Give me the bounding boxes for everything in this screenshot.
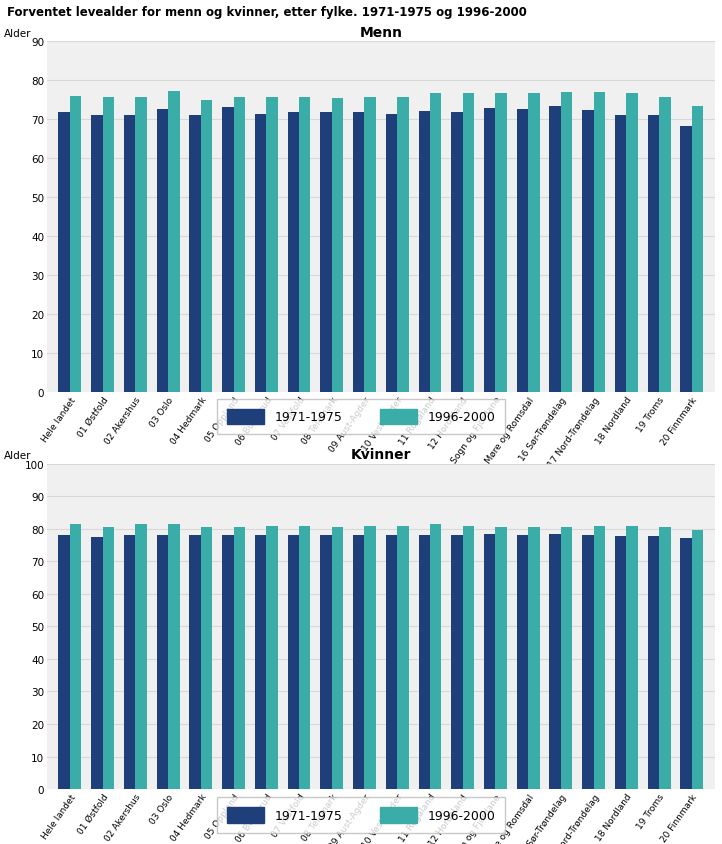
Bar [70, 97, 82, 392]
Bar [615, 536, 627, 789]
Bar [680, 127, 692, 392]
Bar [168, 525, 180, 789]
Bar [287, 112, 299, 392]
Bar [124, 116, 135, 392]
Bar [529, 94, 539, 392]
Bar [255, 536, 266, 789]
Bar [484, 109, 495, 392]
Bar [266, 527, 278, 789]
Bar [299, 98, 310, 392]
Bar [495, 527, 507, 789]
Bar [233, 527, 245, 789]
Bar [593, 527, 605, 789]
Text: Alder: Alder [4, 451, 31, 461]
Bar [103, 98, 114, 392]
Bar [529, 527, 539, 789]
Bar [91, 538, 103, 789]
Bar [648, 116, 659, 392]
Bar [659, 527, 671, 789]
Bar [397, 98, 409, 392]
Bar [463, 526, 474, 789]
Bar [517, 110, 529, 392]
Bar [189, 116, 201, 392]
Bar [419, 112, 430, 392]
Bar [484, 535, 495, 789]
Bar [255, 115, 266, 392]
Bar [451, 536, 463, 789]
Bar [463, 95, 474, 392]
Bar [419, 535, 430, 789]
Bar [659, 97, 671, 392]
Bar [201, 528, 212, 789]
Bar [91, 116, 103, 392]
Bar [430, 94, 441, 392]
Bar [233, 98, 245, 392]
Bar [321, 535, 331, 789]
Bar [58, 536, 70, 789]
Bar [287, 535, 299, 789]
Bar [582, 535, 593, 789]
Text: Forventet levealder for menn og kvinner, etter fylke. 1971-1975 og 1996-2000: Forventet levealder for menn og kvinner,… [7, 6, 527, 19]
Bar [353, 535, 365, 789]
Bar [692, 107, 703, 392]
Bar [648, 536, 659, 789]
Bar [517, 535, 529, 789]
Bar [593, 92, 605, 392]
Bar [627, 94, 638, 392]
Bar [58, 112, 70, 392]
Legend: 1971-1975, 1996-2000: 1971-1975, 1996-2000 [217, 399, 505, 435]
Text: Alder: Alder [4, 29, 31, 39]
Bar [397, 527, 409, 789]
Bar [561, 93, 573, 392]
Bar [157, 110, 168, 392]
Bar [189, 536, 201, 789]
Bar [386, 115, 397, 392]
Bar [135, 98, 147, 392]
Title: Menn: Menn [360, 25, 402, 40]
Bar [365, 527, 376, 789]
Bar [365, 98, 376, 392]
Bar [157, 535, 168, 789]
Bar [266, 97, 278, 392]
Bar [680, 538, 692, 789]
Bar [70, 524, 82, 789]
Bar [222, 535, 233, 789]
Bar [321, 112, 331, 392]
Bar [549, 106, 561, 392]
Legend: 1971-1975, 1996-2000: 1971-1975, 1996-2000 [217, 798, 505, 833]
Bar [222, 108, 233, 392]
Bar [615, 116, 627, 392]
Bar [124, 535, 135, 789]
Bar [549, 535, 561, 789]
Bar [299, 527, 310, 789]
Bar [103, 528, 114, 789]
Bar [582, 111, 593, 392]
Bar [430, 524, 441, 789]
Bar [168, 92, 180, 392]
Bar [135, 524, 147, 789]
Bar [627, 527, 638, 789]
Bar [451, 113, 463, 392]
Bar [561, 527, 573, 789]
Bar [692, 530, 703, 789]
Bar [331, 528, 343, 789]
Bar [331, 99, 343, 392]
Bar [495, 94, 507, 392]
Bar [201, 100, 212, 392]
Bar [353, 113, 365, 392]
Bar [386, 536, 397, 789]
Title: Kvinner: Kvinner [351, 447, 411, 462]
